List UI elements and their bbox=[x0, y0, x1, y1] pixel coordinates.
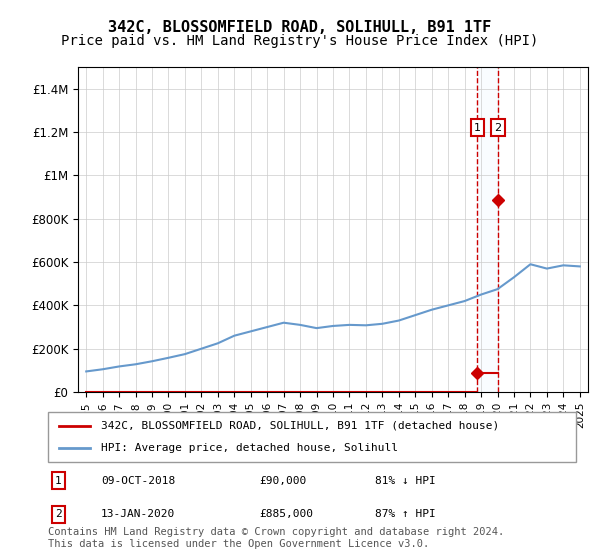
Text: 09-OCT-2018: 09-OCT-2018 bbox=[101, 476, 175, 486]
Text: 2: 2 bbox=[494, 123, 502, 133]
Text: HPI: Average price, detached house, Solihull: HPI: Average price, detached house, Soli… bbox=[101, 443, 398, 453]
Text: 1: 1 bbox=[474, 123, 481, 133]
Text: 342C, BLOSSOMFIELD ROAD, SOLIHULL, B91 1TF: 342C, BLOSSOMFIELD ROAD, SOLIHULL, B91 1… bbox=[109, 20, 491, 35]
Text: Price paid vs. HM Land Registry's House Price Index (HPI): Price paid vs. HM Land Registry's House … bbox=[61, 34, 539, 48]
Text: £885,000: £885,000 bbox=[259, 509, 313, 519]
FancyBboxPatch shape bbox=[48, 412, 576, 462]
Text: Contains HM Land Registry data © Crown copyright and database right 2024.
This d: Contains HM Land Registry data © Crown c… bbox=[48, 527, 504, 549]
Text: 2: 2 bbox=[55, 509, 62, 519]
Text: 81% ↓ HPI: 81% ↓ HPI bbox=[376, 476, 436, 486]
Text: 342C, BLOSSOMFIELD ROAD, SOLIHULL, B91 1TF (detached house): 342C, BLOSSOMFIELD ROAD, SOLIHULL, B91 1… bbox=[101, 421, 499, 431]
Text: £90,000: £90,000 bbox=[259, 476, 307, 486]
Text: 87% ↑ HPI: 87% ↑ HPI bbox=[376, 509, 436, 519]
Bar bbox=[478, 67, 498, 392]
Text: 1: 1 bbox=[55, 476, 62, 486]
Text: 13-JAN-2020: 13-JAN-2020 bbox=[101, 509, 175, 519]
